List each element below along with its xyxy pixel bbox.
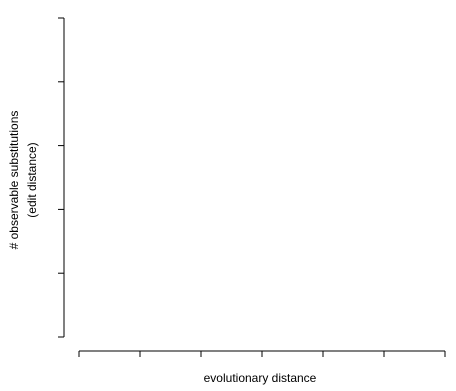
y-axis-ticks (58, 17, 64, 338)
x-axis-label: evolutionary distance (204, 371, 317, 385)
axes-layer (63, 18, 445, 352)
y-axis-label-line-2: (edit distance) (25, 142, 39, 217)
x-axis-ticks (78, 351, 446, 357)
y-axis-label-line-1: # observable substitutions (7, 111, 21, 250)
